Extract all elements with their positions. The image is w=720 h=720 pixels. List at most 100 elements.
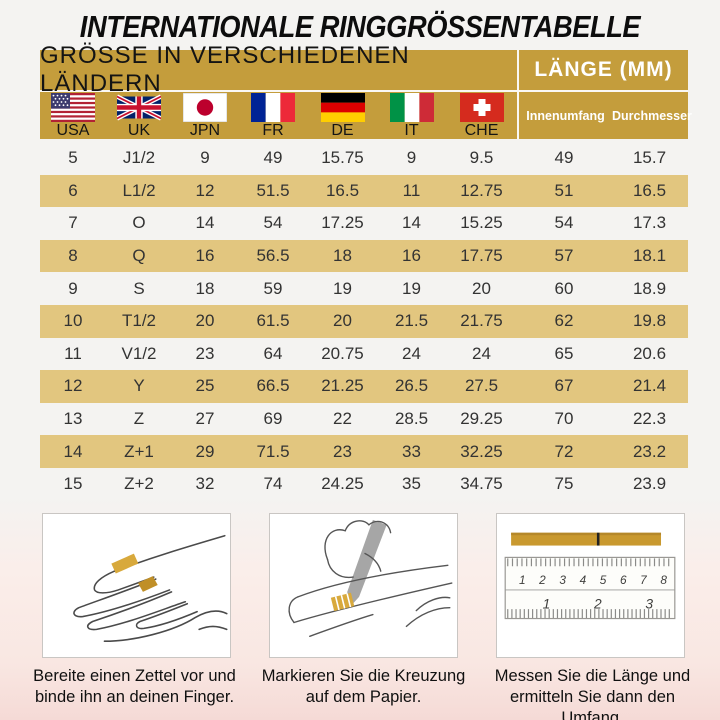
hand-marking-with-pen-illustration <box>288 519 453 637</box>
country-label: JPN <box>189 121 221 139</box>
country-uk: UK <box>106 93 172 139</box>
cell-fr: 74 <box>263 474 283 494</box>
cell-fr: 54 <box>263 213 283 233</box>
country-label: DE <box>331 121 354 139</box>
cell-che: 17.75 <box>460 246 503 266</box>
figure-tie-paper <box>42 512 231 658</box>
cell-jpn: 16 <box>195 246 215 266</box>
table-row: 12 Y 25 66.5 21.25 26.5 27.5 67 21.4 <box>40 370 688 403</box>
uk-flag-icon <box>117 94 161 120</box>
cell-innenumfang: 75 <box>554 474 574 494</box>
ruler-cm-numbers: 1 2 3 4 5 6 7 8 <box>519 573 667 587</box>
cell-durchmesser: 19.8 <box>632 311 667 331</box>
cell-uk: O <box>132 213 146 233</box>
ruler-measuring-illustration: 1 2 3 4 5 6 7 8 1 2 3 <box>504 532 676 619</box>
cell-durchmesser: 17.3 <box>632 213 667 233</box>
cell-usa: 7 <box>68 213 78 233</box>
cell-durchmesser: 23.2 <box>632 441 667 461</box>
cell-che: 9.5 <box>469 148 494 168</box>
cell-usa: 13 <box>63 409 83 429</box>
cell-usa: 6 <box>68 180 78 200</box>
cell-de: 18 <box>333 246 352 266</box>
figure-mark-paper <box>269 512 458 658</box>
country-label: CHE <box>464 121 499 139</box>
cell-uk: V1/2 <box>121 343 157 363</box>
cell-che: 27.5 <box>464 376 499 396</box>
cell-it: 11 <box>402 180 421 200</box>
cell-jpn: 23 <box>195 343 215 363</box>
cell-uk: Z+2 <box>124 474 154 494</box>
cell-de: 22 <box>333 409 352 429</box>
length-subheaders: Innenumfang Durchmesser <box>519 92 692 139</box>
cell-che: 29.25 <box>460 409 503 429</box>
country-label: IT <box>404 121 419 139</box>
caption-step-1: Bereite einen Zettel vor und binde ihn a… <box>33 666 236 706</box>
cell-innenumfang: 54 <box>554 213 574 233</box>
cell-de: 24.25 <box>321 474 364 494</box>
table-row: 15 Z+2 32 74 24.25 35 34.75 75 23.9 <box>40 468 688 501</box>
cell-che: 34.75 <box>460 474 503 494</box>
cell-innenumfang: 70 <box>554 409 574 429</box>
cell-it: 26.5 <box>394 376 429 396</box>
cell-de: 20 <box>333 311 352 331</box>
instruction-figures: 1 2 3 4 5 6 7 8 1 2 3 <box>42 512 720 658</box>
country-it: IT <box>377 92 446 139</box>
cell-innenumfang: 51 <box>554 180 574 200</box>
cell-it: 28.5 <box>394 409 429 429</box>
cell-jpn: 14 <box>195 213 215 233</box>
hand-with-paper-strip-illustration <box>73 534 228 642</box>
cell-durchmesser: 15.7 <box>632 148 667 168</box>
country-label: USA <box>56 121 90 139</box>
cell-durchmesser: 22.3 <box>632 409 667 429</box>
header-sizes-countries: GRÖSSE IN VERSCHIEDENEN LÄNDERN <box>40 42 517 97</box>
cell-it: 24 <box>402 343 421 363</box>
cell-usa: 8 <box>68 246 78 266</box>
cell-innenumfang: 57 <box>554 246 574 266</box>
country-che: CHE <box>446 92 517 139</box>
cell-che: 24 <box>472 343 491 363</box>
cell-durchmesser: 21.4 <box>632 376 667 396</box>
ring-size-table-body: 5 J1/2 9 49 15.75 9 9.5 49 15.7 6 L1/2 12 51.5 16.5 11… <box>40 142 688 501</box>
cell-de: 15.75 <box>321 148 364 168</box>
table-row: 9 S 18 59 19 19 20 60 18.9 <box>40 272 688 305</box>
table-row: 7 O 14 54 17.25 14 15.25 54 17.3 <box>40 207 688 240</box>
cell-innenumfang: 62 <box>554 311 574 331</box>
cell-de: 23 <box>333 441 352 461</box>
country-de: DE <box>308 92 377 139</box>
subheader-innenumfang: Innenumfang <box>526 108 605 123</box>
cell-durchmesser: 20.6 <box>632 343 667 363</box>
cell-jpn: 20 <box>195 311 215 331</box>
cell-de: 19 <box>333 278 352 298</box>
table-row: 13 Z 27 69 22 28.5 29.25 70 22.3 <box>40 403 688 436</box>
country-usa: USA <box>40 92 106 139</box>
country-label: FR <box>262 121 284 139</box>
table-row: 8 Q 16 56.5 18 16 17.75 57 18.1 <box>40 239 688 273</box>
ring-size-table: GRÖSSE IN VERSCHIEDENEN LÄNDERN LÄNGE (M… <box>40 42 692 501</box>
cell-uk: L1/2 <box>122 180 156 200</box>
cell-fr: 69 <box>263 409 283 429</box>
cell-usa: 9 <box>68 278 78 298</box>
cell-che: 21.75 <box>460 311 503 331</box>
cell-usa: 10 <box>63 311 83 331</box>
cell-innenumfang: 65 <box>554 343 574 363</box>
cell-usa: 15 <box>63 474 83 494</box>
cell-jpn: 9 <box>200 148 210 168</box>
cell-de: 20.75 <box>321 343 364 363</box>
italy-flag-icon <box>389 92 434 122</box>
cell-jpn: 25 <box>195 376 215 396</box>
switzerland-flag-icon <box>459 92 504 122</box>
japan-flag-icon <box>183 92 227 122</box>
cell-it: 35 <box>402 474 421 494</box>
cell-innenumfang: 67 <box>554 376 574 396</box>
cell-che: 15.25 <box>460 213 503 233</box>
cell-de: 21.25 <box>321 376 364 396</box>
table-row: 11 V1/2 23 64 20.75 24 24 65 20.6 <box>40 338 688 371</box>
table-row: 10 T1/2 20 61.5 20 21.5 21.75 62 19.8 <box>40 304 688 338</box>
cell-fr: 59 <box>263 278 283 298</box>
flags-row: USA UK JP <box>40 92 517 139</box>
cell-che: 12.75 <box>460 180 503 200</box>
cell-it: 16 <box>402 246 421 266</box>
cell-jpn: 32 <box>195 474 215 494</box>
cell-innenumfang: 49 <box>554 148 574 168</box>
